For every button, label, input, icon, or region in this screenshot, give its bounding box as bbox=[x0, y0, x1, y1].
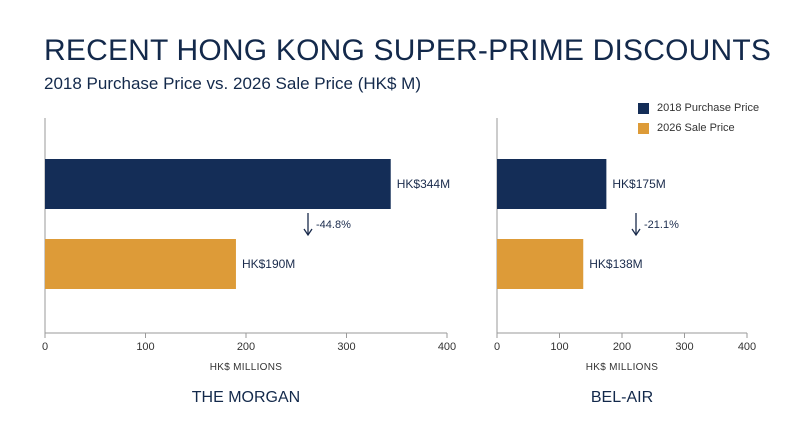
x-tick-label: 0 bbox=[42, 341, 48, 353]
change-percent-label: -21.1% bbox=[644, 219, 679, 231]
chart-the-morgan: 0 100 200 300 400 HK$ MILLIONS HK$344M HK$190M -… bbox=[42, 118, 456, 406]
bar-sale-2026 bbox=[45, 239, 236, 289]
x-tick-label: 400 bbox=[738, 341, 756, 353]
change-arrow-head bbox=[303, 228, 313, 237]
x-axis-title: HK$ MILLIONS bbox=[210, 362, 283, 373]
bar-purchase-2018 bbox=[45, 159, 391, 209]
chart-bel-air: 0 100 200 300 400 HK$ MILLIONS HK$175M HK$138M -… bbox=[494, 118, 756, 406]
bar-value-label: HK$344M bbox=[397, 177, 450, 191]
legend: 2018 Purchase Price 2026 Sale Price bbox=[638, 98, 759, 138]
x-tick-label: 300 bbox=[337, 341, 355, 353]
page-title: RECENT HONG KONG SUPER-PRIME DISCOUNTS bbox=[44, 34, 772, 67]
x-tick-label: 100 bbox=[136, 341, 154, 353]
x-tick-label: 100 bbox=[550, 341, 568, 353]
legend-swatch-sale bbox=[638, 122, 649, 134]
legend-item-sale: 2026 Sale Price bbox=[638, 118, 759, 138]
legend-item-purchase: 2018 Purchase Price bbox=[638, 98, 759, 118]
x-tick-label: 200 bbox=[613, 341, 631, 353]
bar-value-label: HK$190M bbox=[242, 257, 295, 271]
legend-swatch-purchase bbox=[638, 102, 649, 114]
bar-value-label: HK$138M bbox=[589, 257, 642, 271]
x-tick-label: 400 bbox=[438, 341, 456, 353]
chart-title: BEL-AIR bbox=[591, 389, 653, 406]
x-tick-label: 0 bbox=[494, 341, 500, 353]
bar-purchase-2018 bbox=[497, 159, 607, 209]
x-axis-title: HK$ MILLIONS bbox=[586, 362, 659, 373]
page-subtitle: 2018 Purchase Price vs. 2026 Sale Price … bbox=[44, 74, 422, 93]
bar-sale-2026 bbox=[497, 239, 584, 289]
legend-label-sale: 2026 Sale Price bbox=[657, 122, 735, 134]
change-percent-label: -44.8% bbox=[316, 219, 351, 231]
change-arrow-head bbox=[631, 228, 641, 237]
chart-title: THE MORGAN bbox=[192, 389, 300, 406]
x-tick-label: 200 bbox=[237, 341, 255, 353]
bar-value-label: HK$175M bbox=[612, 177, 665, 191]
x-tick-label: 300 bbox=[675, 341, 693, 353]
legend-label-purchase: 2018 Purchase Price bbox=[657, 102, 760, 114]
